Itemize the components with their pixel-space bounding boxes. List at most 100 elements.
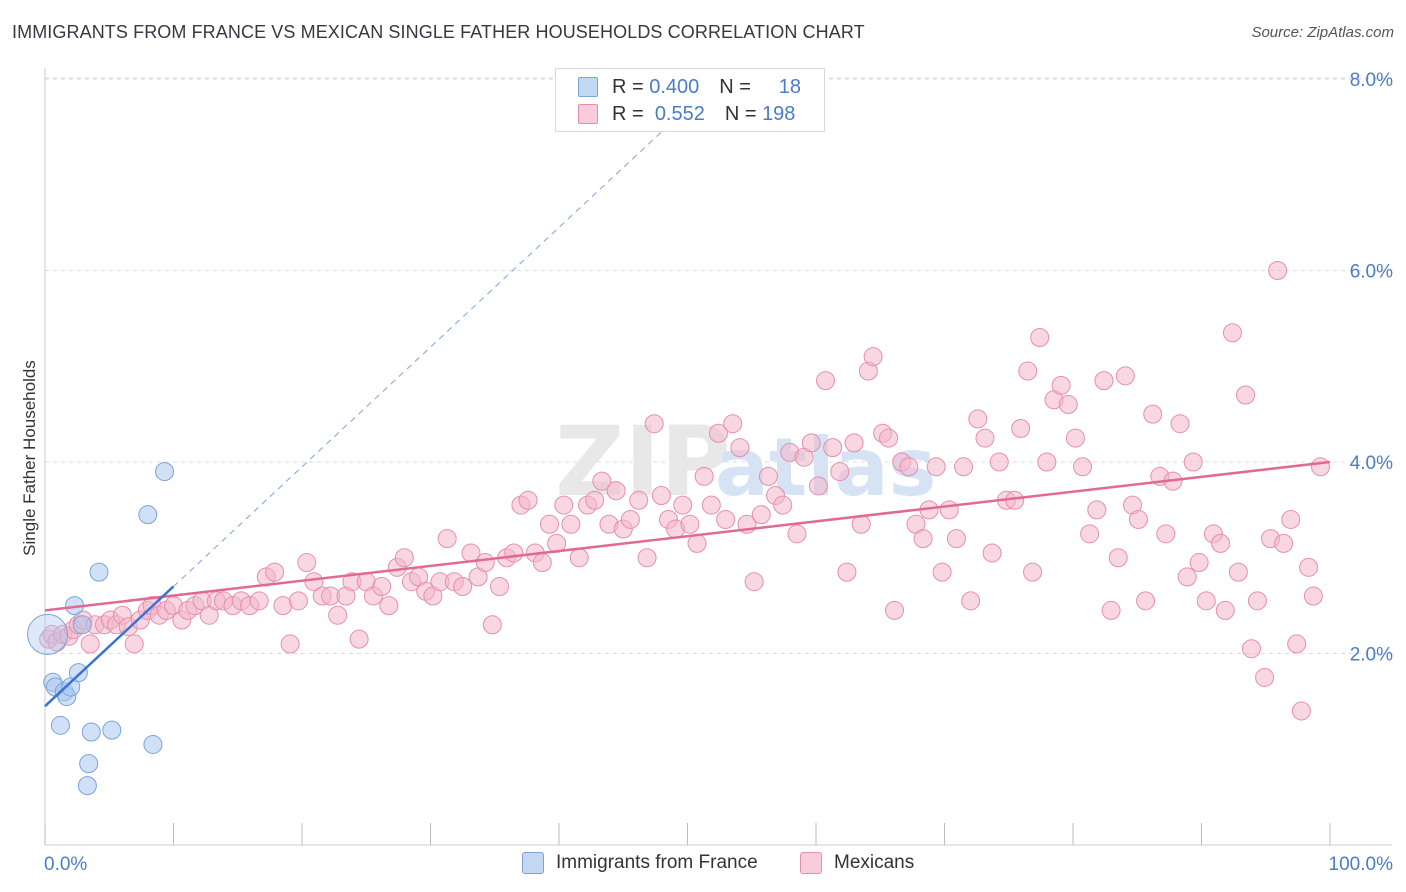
- mexicans-point: [808, 476, 828, 496]
- mexicans-point: [1303, 586, 1323, 606]
- mexicans-point: [585, 490, 605, 510]
- mexicans-point: [758, 466, 778, 486]
- mexicans-point: [1023, 562, 1043, 582]
- mexicans-point: [1268, 261, 1288, 280]
- mexicans-point: [1087, 500, 1107, 520]
- mexicans-point: [539, 514, 559, 534]
- france-point: [102, 720, 122, 740]
- france-point: [79, 754, 99, 774]
- mexicans-point: [1030, 328, 1050, 348]
- legend-n-value: 18: [778, 75, 801, 98]
- mexicans-point: [475, 553, 495, 573]
- mexicans-point: [504, 543, 524, 563]
- mexicans-trend-line: [44, 460, 1331, 612]
- mexicans-point: [939, 500, 959, 520]
- mexicans-point: [1236, 385, 1256, 405]
- mexicans-point: [569, 548, 589, 568]
- mexicans-point: [1156, 524, 1176, 544]
- france-trend-extension: [173, 107, 688, 587]
- mexicans-point: [723, 414, 743, 434]
- mexicans-point: [482, 615, 502, 635]
- mexicans-point: [1287, 634, 1307, 654]
- mexicans-point: [751, 505, 771, 525]
- mexicans-point: [1274, 533, 1294, 553]
- mexicans-point: [1073, 457, 1093, 477]
- legend-r-value: 0.400: [649, 75, 700, 98]
- mexicans-point: [816, 371, 836, 391]
- mexicans-point: [879, 428, 899, 448]
- france-point: [81, 722, 101, 742]
- mexicans-point: [1196, 591, 1216, 611]
- mexicans-point: [349, 629, 369, 649]
- mexicans-point: [1108, 548, 1128, 568]
- mexicans-point: [265, 562, 285, 582]
- mexicans-point: [437, 529, 457, 549]
- mexicans-point: [899, 457, 919, 477]
- series-legend: Immigrants from France Mexicans: [0, 852, 1406, 876]
- y-tick-label: 4.0%: [1350, 453, 1393, 474]
- mexicans-point: [651, 486, 671, 506]
- mexicans-point: [701, 495, 721, 515]
- mexicans-point: [592, 471, 612, 491]
- legend-r-label: R =: [612, 75, 644, 98]
- mexicans-point: [1183, 452, 1203, 472]
- mexicans-point: [975, 428, 995, 448]
- mexicans-point: [1136, 591, 1156, 611]
- france-point: [68, 663, 88, 683]
- legend-swatch-mexicans: [578, 104, 598, 124]
- mexicans-point: [1065, 428, 1085, 448]
- mexicans-point: [1037, 452, 1057, 472]
- mexicans-point: [1189, 553, 1209, 573]
- mexicans-point: [379, 596, 399, 616]
- legend-swatch-france: [578, 77, 598, 97]
- mexicans-point: [1241, 639, 1261, 659]
- legend-r-value: 0.552: [654, 102, 705, 125]
- mexicans-point: [1281, 509, 1301, 529]
- mexicans-point: [629, 490, 649, 510]
- mexicans-point: [885, 600, 905, 620]
- mexicans-point: [1115, 366, 1135, 386]
- mexicans-point: [1291, 701, 1311, 721]
- mexicans-point: [773, 495, 793, 515]
- stats-legend: R = 0.400 N = 18 R = 0.552 N = 198: [555, 68, 825, 132]
- mexicans-point: [708, 423, 728, 443]
- mexicans-point: [982, 543, 1002, 563]
- legend-item-france[interactable]: Immigrants from France: [522, 852, 758, 874]
- gridlines: [45, 77, 1392, 654]
- mexicans-point: [1080, 524, 1100, 544]
- mexicans-point: [606, 481, 626, 501]
- mexicans-point: [1018, 361, 1038, 381]
- mexicans-point: [1222, 323, 1242, 343]
- mexicans-points: [39, 261, 1330, 721]
- france-point: [27, 613, 69, 655]
- legend-item-mexicans[interactable]: Mexicans: [800, 852, 914, 874]
- mexicans-point: [1310, 457, 1330, 477]
- mexicans-point: [297, 553, 317, 573]
- france-point: [50, 715, 70, 735]
- source-label: Source: ZipAtlas.com: [1251, 24, 1394, 41]
- mexicans-point: [694, 466, 714, 486]
- mexicans-point: [926, 457, 946, 477]
- legend-n-label: N =: [724, 102, 757, 125]
- mexicans-point: [637, 548, 657, 568]
- y-tick-label: 8.0%: [1350, 70, 1393, 91]
- mexicans-point: [946, 529, 966, 549]
- legend-swatch-france: [522, 852, 544, 874]
- france-trend-line: [44, 585, 175, 708]
- mexicans-point: [1255, 667, 1275, 687]
- mexicans-point: [1247, 591, 1267, 611]
- mexicans-point: [1094, 371, 1114, 391]
- mexicans-point: [823, 438, 843, 458]
- legend-label-mexicans: Mexicans: [834, 852, 915, 873]
- mexicans-point: [288, 591, 308, 611]
- mexicans-point: [787, 524, 807, 544]
- mexicans-point: [1228, 562, 1248, 582]
- watermark: ZIP atlas: [555, 406, 936, 518]
- axes: [44, 68, 1392, 846]
- mexicans-point: [801, 433, 821, 453]
- y-tick-label: 2.0%: [1350, 645, 1393, 666]
- france-points: [27, 462, 175, 796]
- mexicans-point: [394, 548, 414, 568]
- mexicans-point: [620, 509, 640, 529]
